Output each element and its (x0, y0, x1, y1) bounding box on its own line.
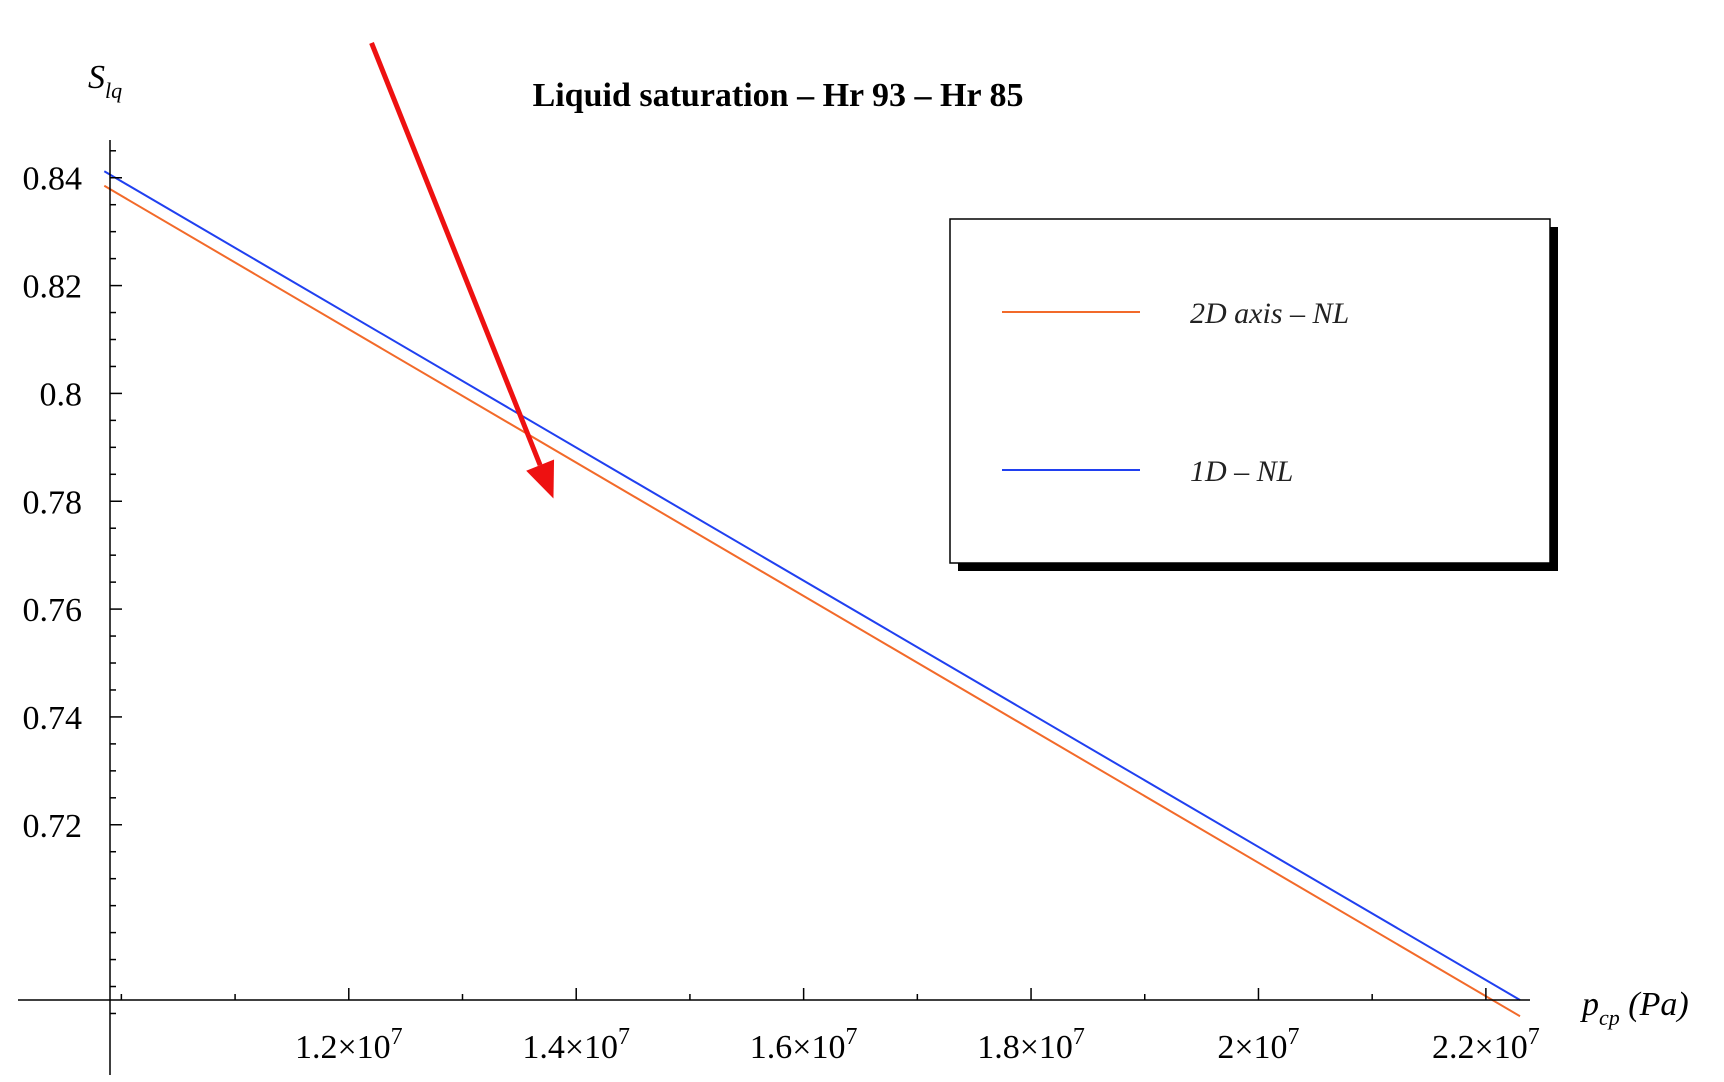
x-axis-label: pcp (Pa) (1580, 986, 1689, 1030)
y-tick-label: 0.76 (23, 592, 83, 629)
arrow-shaft (369, 42, 543, 467)
y-tick-label: 0.74 (23, 700, 83, 737)
x-tick-exponent: 7 (1288, 1024, 1300, 1050)
y-axis-label-sub: lq (105, 78, 122, 103)
x-tick-exponent: 7 (845, 1024, 857, 1050)
x-axis-label-main: p (1580, 986, 1599, 1023)
x-tick-label: 1.8×107 (977, 1024, 1085, 1066)
x-tick-mantissa: 1.2×10 (295, 1029, 391, 1066)
x-tick-mantissa: 2×10 (1217, 1029, 1287, 1066)
legend: 2D axis – NL 1D – NL (949, 218, 1558, 571)
y-tick-label: 0.82 (23, 269, 83, 306)
annotation-arrow (369, 42, 555, 499)
x-tick-label: 1.2×107 (295, 1024, 403, 1066)
y-axis-label: Slq (88, 59, 122, 103)
series-line-1 (103, 170, 1521, 1001)
x-tick-label: 1.4×107 (522, 1024, 630, 1066)
legend-label-1d: 1D – NL (1190, 455, 1293, 488)
x-axis-label-unit: (Pa) (1620, 986, 1689, 1023)
x-tick-exponent: 7 (1528, 1024, 1540, 1050)
x-tick-mantissa: 1.4×10 (522, 1029, 618, 1066)
axes: 1.2×107 1.4×107 1.6×107 1.8×107 2×107 2.2×107… (18, 140, 1540, 1075)
x-tick-exponent: 7 (618, 1024, 630, 1050)
plot-area (103, 170, 1521, 1018)
y-ticks: 0.84 0.82 0.8 0.78 0.76 0.74 0.72 (23, 150, 122, 1015)
x-tick-mantissa: 1.8×10 (977, 1029, 1073, 1066)
legend-box (949, 218, 1551, 564)
y-tick-label: 0.72 (23, 808, 83, 845)
x-tick-label: 2.2×107 (1432, 1024, 1540, 1066)
x-tick-mantissa: 2.2×10 (1432, 1029, 1528, 1066)
x-tick-exponent: 7 (391, 1024, 403, 1050)
y-axis-label-main: S (88, 59, 105, 96)
x-ticks: 1.2×107 1.4×107 1.6×107 1.8×107 2×107 2.2×107 (120, 988, 1540, 1066)
x-tick-exponent: 7 (1073, 1024, 1085, 1050)
x-tick-mantissa: 1.6×10 (750, 1029, 846, 1066)
x-tick-label: 1.6×107 (750, 1024, 858, 1066)
y-tick-label: 0.78 (23, 484, 83, 521)
y-tick-label: 0.84 (23, 161, 83, 198)
y-tick-label: 0.8 (40, 376, 83, 413)
legend-label-2d: 2D axis – NL (1190, 297, 1349, 330)
arrow-head (526, 459, 555, 499)
series-line-0 (103, 184, 1521, 1018)
x-tick-label: 2×107 (1217, 1024, 1299, 1066)
x-axis-label-sub: cp (1599, 1005, 1620, 1030)
chart-title: Liquid saturation – Hr 93 – Hr 85 (533, 77, 1024, 114)
